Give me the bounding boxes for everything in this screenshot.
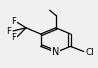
Text: F: F — [6, 27, 11, 36]
Text: F: F — [11, 17, 16, 26]
Text: Cl: Cl — [86, 48, 95, 57]
Text: F: F — [11, 33, 16, 42]
Text: N: N — [52, 47, 59, 57]
